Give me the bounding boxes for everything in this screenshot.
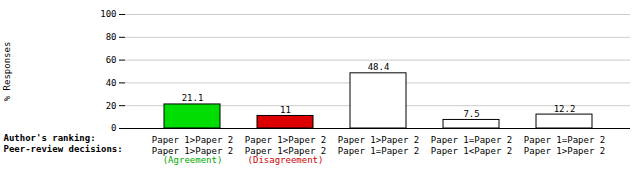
svg-text:0: 0	[111, 123, 116, 133]
svg-text:11: 11	[280, 105, 291, 115]
svg-text:40: 40	[106, 78, 117, 88]
svg-text:48.4: 48.4	[368, 62, 390, 72]
svg-text:(Disagreement): (Disagreement)	[248, 155, 324, 165]
svg-text:100: 100	[100, 9, 116, 19]
svg-text:7.5: 7.5	[463, 109, 479, 119]
svg-text:20: 20	[106, 101, 117, 111]
svg-text:Paper 1>Paper 2Paper 1<Paper 2: Paper 1>Paper 2Paper 1<Paper 2	[245, 134, 326, 155]
svg-text:Paper 1=Paper 2Paper 1<Paper 2: Paper 1=Paper 2Paper 1<Paper 2	[431, 134, 512, 155]
svg-text:60: 60	[106, 55, 117, 65]
svg-text:80: 80	[106, 32, 117, 42]
svg-text:12.2: 12.2	[554, 104, 576, 114]
svg-text:Paper 1=Paper 2Paper 1>Paper 2: Paper 1=Paper 2Paper 1>Paper 2	[524, 134, 605, 155]
svg-text:Peer-review decisions:: Peer-review decisions:	[4, 144, 123, 154]
svg-text:% Responses: % Responses	[2, 42, 12, 102]
svg-text:Paper 1>Paper 2Paper 1=Paper 2: Paper 1>Paper 2Paper 1=Paper 2	[338, 134, 419, 155]
svg-text:Paper 1>Paper 2Paper 1>Paper 2: Paper 1>Paper 2Paper 1>Paper 2	[152, 134, 233, 155]
svg-text:21.1: 21.1	[182, 93, 204, 103]
svg-text:Author's ranking:: Author's ranking:	[4, 133, 96, 143]
svg-text:(Agreement): (Agreement)	[163, 155, 223, 165]
